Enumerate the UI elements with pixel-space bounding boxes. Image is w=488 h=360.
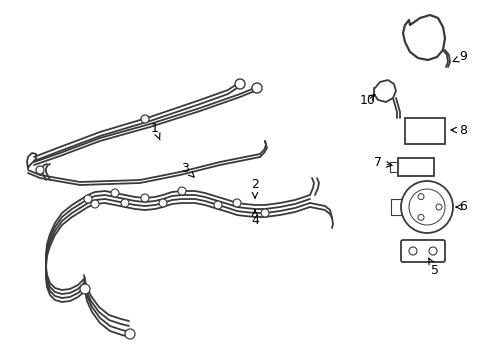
Circle shape	[80, 284, 90, 294]
Text: 2: 2	[250, 179, 259, 198]
Circle shape	[435, 204, 441, 210]
Text: 4: 4	[250, 210, 259, 226]
Circle shape	[159, 199, 167, 207]
Circle shape	[235, 79, 244, 89]
Bar	[404, 118, 444, 144]
Circle shape	[84, 195, 92, 203]
FancyBboxPatch shape	[400, 240, 444, 262]
Text: 10: 10	[359, 94, 375, 107]
Text: 6: 6	[455, 201, 466, 213]
Circle shape	[36, 166, 44, 174]
Circle shape	[91, 200, 99, 208]
Circle shape	[408, 247, 416, 255]
Text: 7: 7	[373, 157, 391, 170]
Circle shape	[141, 194, 149, 202]
Circle shape	[125, 329, 135, 339]
Text: 1: 1	[151, 122, 160, 140]
Circle shape	[417, 194, 423, 199]
Circle shape	[111, 189, 119, 197]
Circle shape	[251, 83, 262, 93]
Circle shape	[232, 199, 241, 207]
Text: 9: 9	[452, 50, 466, 63]
Bar	[397, 158, 433, 176]
Text: 3: 3	[181, 162, 194, 177]
Circle shape	[214, 201, 222, 209]
Circle shape	[417, 215, 423, 220]
Circle shape	[141, 115, 149, 123]
Circle shape	[121, 199, 129, 207]
Text: 5: 5	[428, 258, 438, 276]
Circle shape	[178, 187, 185, 195]
Circle shape	[261, 209, 268, 217]
Circle shape	[428, 247, 436, 255]
Text: 8: 8	[450, 123, 466, 136]
